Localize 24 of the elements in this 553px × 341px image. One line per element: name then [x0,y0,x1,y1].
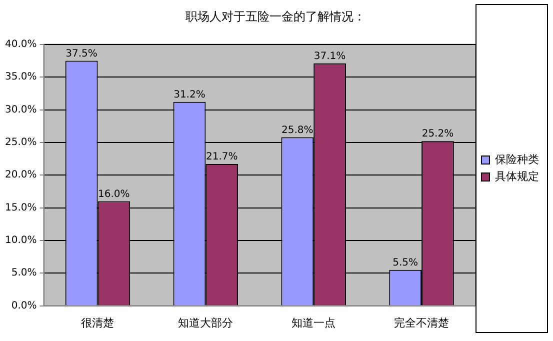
data-label: 5.5% [392,257,418,268]
y-tick-label: 25.0% [4,137,37,148]
y-tick-label: 30.0% [4,104,37,116]
legend-label: 保险种类 [495,152,539,166]
data-label: 37.5% [66,48,98,60]
legend-label: 具体规定 [495,170,539,183]
y-tick-label: 0.0% [11,300,37,312]
data-label: 37.1% [314,50,346,62]
y-tick-label: 20.0% [4,170,37,181]
data-label: 25.2% [422,128,454,140]
chart-title: 职场人对于五险一金的了解情况： [186,9,366,24]
y-tick-label: 10.0% [4,235,37,246]
data-label: 31.2% [174,90,206,100]
x-tick-label: 知道一点 [292,316,336,330]
y-tick-label: 15.0% [4,202,37,214]
data-label: 21.7% [206,152,238,163]
data-label: 16.0% [98,188,130,200]
x-tick-label: 很清楚 [81,316,114,330]
x-tick-label: 完全不清楚 [394,316,450,330]
y-tick-label: 35.0% [4,72,37,83]
y-tick-label: 40.0% [4,38,37,50]
x-tick-label: 知道大部分 [178,316,234,330]
y-tick-label: 5.0% [11,268,37,279]
data-label: 25.8% [282,124,314,136]
